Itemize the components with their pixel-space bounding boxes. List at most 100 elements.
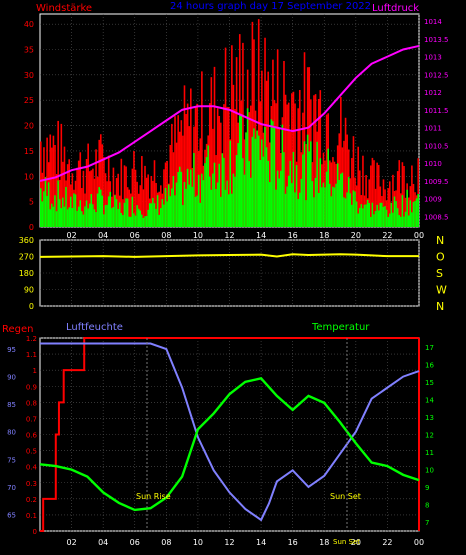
rain-humidity-temp-plot [39, 337, 420, 532]
humidity-tick-label: 90 [7, 374, 16, 382]
humidity-axis-label: Luftfeuchte [66, 322, 123, 333]
x-tick-label: 06 [130, 231, 140, 240]
x-tick-label: 04 [98, 538, 108, 547]
sunrise-label: Sun Rise [136, 492, 171, 501]
x-tick-label: 18 [319, 538, 329, 547]
temperature-tick-label: 8 [425, 502, 429, 510]
temperature-tick-label: 9 [425, 484, 429, 492]
pressure-tick-label: 1012 [424, 89, 442, 97]
sunset-label: Sun Set [330, 492, 361, 501]
x-tick-label: 12 [224, 231, 234, 240]
temperature-axis-label: Temperatur [311, 322, 370, 333]
x-tick-label: 14 [256, 538, 266, 547]
wind-tick-label: 35 [24, 46, 34, 55]
pressure-tick-label: 1011 [424, 125, 442, 133]
x-tick-label: 02 [66, 538, 76, 547]
x-tick-label: 10 [193, 231, 203, 240]
wind-tick-label: 15 [24, 147, 34, 156]
wind-tick-label: 25 [24, 96, 34, 105]
humidity-line [40, 342, 420, 522]
compass-label: O [436, 251, 445, 264]
rain-tick-label: 0 [33, 528, 37, 536]
compass-label: W [436, 284, 447, 297]
x-tick-label: 20 [351, 231, 361, 240]
pressure-tick-label: 1011.5 [424, 107, 449, 115]
pressure-tick-label: 1010 [424, 160, 442, 168]
rain-line [40, 337, 419, 532]
rain-tick-label: 1.2 [26, 335, 37, 343]
pressure-tick-label: 1009.5 [424, 178, 449, 186]
pressure-tick-label: 1008.5 [424, 213, 449, 221]
x-tick-label: 14 [256, 231, 266, 240]
x-tick-label: 06 [130, 538, 140, 547]
chart-title: 24 hours graph day 17 September 2022 [170, 1, 371, 12]
compass-label: N [436, 300, 444, 313]
humidity-tick-label: 70 [7, 484, 16, 492]
pressure-tick-label: 1009 [424, 196, 442, 204]
temperature-tick-label: 7 [425, 519, 429, 527]
pressure-tick-label: 1013 [424, 54, 442, 62]
direction-tick-label: 360 [19, 236, 34, 245]
rain-tick-label: 0.2 [26, 496, 37, 504]
x-tick-label: 22 [382, 231, 392, 240]
wind-direction-plot [39, 253, 419, 258]
rain-tick-label: 0.3 [26, 480, 37, 488]
wind-tick-label: 30 [24, 71, 34, 80]
rain-tick-label: 0.1 [26, 512, 37, 520]
temperature-tick-label: 13 [425, 414, 434, 422]
humidity-tick-label: 80 [7, 429, 16, 437]
compass-label: S [436, 267, 443, 280]
temperature-tick-label: 15 [425, 379, 434, 387]
direction-tick-label: 0 [29, 302, 34, 311]
temperature-tick-label: 12 [425, 432, 434, 440]
wind-direction-line [39, 253, 419, 258]
direction-tick-label: 270 [19, 253, 34, 262]
wind-pressure-plot [39, 19, 420, 227]
wind-tick-label: 20 [24, 122, 34, 131]
direction-tick-label: 90 [24, 286, 34, 295]
humidity-tick-label: 65 [7, 511, 16, 519]
temperature-line [39, 377, 420, 512]
pressure-axis-label: Luftdruck [372, 3, 419, 14]
rain-tick-label: 1.1 [26, 351, 37, 359]
rain-tick-label: 0.8 [26, 399, 37, 407]
x-tick-label: 16 [288, 231, 298, 240]
temperature-tick-label: 16 [425, 361, 434, 369]
rain-tick-label: 0.7 [26, 415, 37, 423]
rain-tick-label: 0.4 [26, 464, 38, 472]
rain-tick-label: 0.5 [26, 448, 37, 456]
rain-axis-label: Regen [2, 324, 34, 335]
humidity-tick-label: 85 [7, 401, 16, 409]
temperature-tick-label: 17 [425, 344, 434, 352]
wind-tick-label: 5 [29, 198, 34, 207]
x-tick-label: 22 [382, 538, 392, 547]
x-tick-label: 02 [66, 231, 76, 240]
temperature-tick-label: 11 [425, 449, 434, 457]
pressure-tick-label: 1010.5 [424, 142, 449, 150]
temperature-tick-label: 14 [425, 396, 434, 404]
sunset-bottom-label: Sun Set [333, 538, 360, 546]
x-tick-label: 08 [161, 231, 171, 240]
pressure-line [39, 44, 420, 182]
x-tick-label: 08 [161, 538, 171, 547]
rain-tick-label: 0.6 [26, 432, 38, 440]
x-tick-label: 04 [98, 231, 108, 240]
grid-lines [40, 14, 420, 532]
wind-tick-label: 10 [24, 172, 34, 181]
x-tick-label: 00 [414, 231, 424, 240]
x-tick-label: 16 [288, 538, 298, 547]
wind-axis-label: Windstärke [36, 3, 92, 14]
x-tick-label: 00 [414, 538, 424, 547]
rain-tick-label: 0.9 [26, 383, 37, 391]
pressure-tick-label: 1014 [424, 18, 442, 26]
axis-ticks: 0202040406060808101012121414161618182020… [7, 18, 448, 547]
wind-tick-label: 0 [29, 223, 34, 232]
pressure-tick-label: 1013.5 [424, 36, 449, 44]
x-tick-label: 20 [351, 538, 361, 547]
x-tick-label: 18 [319, 231, 329, 240]
direction-tick-label: 180 [19, 269, 34, 278]
temperature-tick-label: 10 [425, 467, 434, 475]
humidity-tick-label: 75 [7, 456, 16, 464]
humidity-tick-label: 95 [7, 346, 16, 354]
